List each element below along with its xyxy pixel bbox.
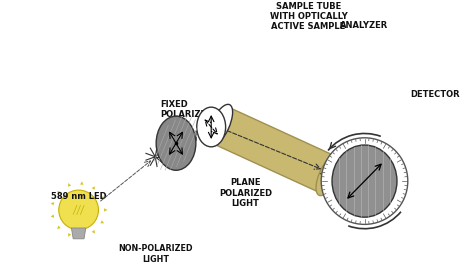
Circle shape bbox=[59, 190, 99, 230]
Polygon shape bbox=[72, 228, 86, 239]
Text: SAMPLE TUBE
WITH OPTICALLY
ACTIVE SAMPLE: SAMPLE TUBE WITH OPTICALLY ACTIVE SAMPLE bbox=[270, 2, 347, 31]
Ellipse shape bbox=[332, 145, 397, 217]
Polygon shape bbox=[212, 107, 337, 193]
Ellipse shape bbox=[316, 154, 341, 196]
Ellipse shape bbox=[156, 116, 196, 170]
Text: NON-POLARIZED
LIGHT: NON-POLARIZED LIGHT bbox=[118, 244, 192, 264]
Text: 589 nm LED: 589 nm LED bbox=[51, 192, 107, 201]
Ellipse shape bbox=[208, 104, 233, 146]
Text: DETECTOR: DETECTOR bbox=[410, 90, 460, 99]
Text: PLANE
POLARIZED
LIGHT: PLANE POLARIZED LIGHT bbox=[219, 178, 272, 208]
Circle shape bbox=[321, 138, 408, 225]
Ellipse shape bbox=[197, 107, 226, 147]
Text: ANALYZER: ANALYZER bbox=[340, 20, 389, 30]
Text: FIXED
POLARIZER: FIXED POLARIZER bbox=[160, 100, 212, 119]
